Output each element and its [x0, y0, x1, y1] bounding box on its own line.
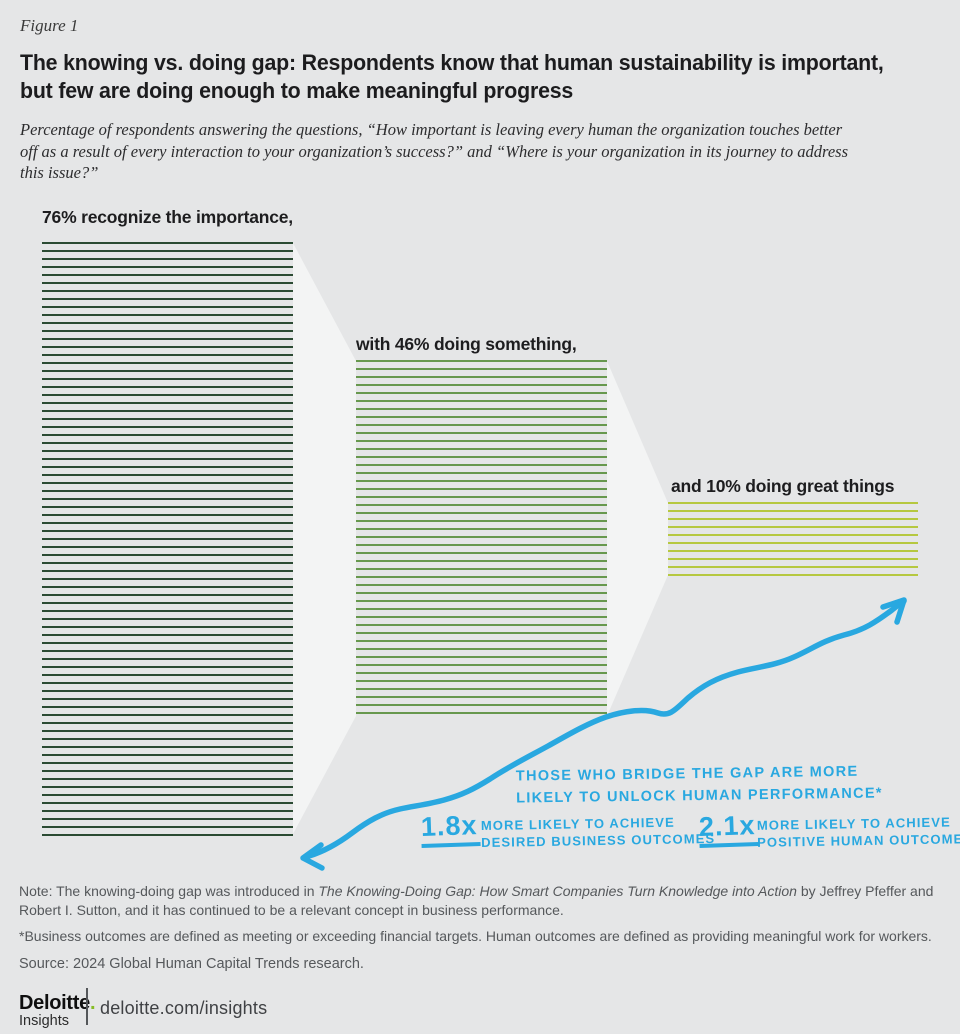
chart-subtitle-line-1: Percentage of respondents answering the … [20, 120, 843, 139]
note-book-title: The Knowing-Doing Gap: How Smart Compani… [318, 883, 797, 899]
footer-url: deloitte.com/insights [100, 998, 268, 1018]
chart-title-line-1: The knowing vs. doing gap: Respondents k… [20, 50, 884, 75]
deloitte-wordmark-text: Deloitte [19, 992, 90, 1014]
deloitte-insights-logo: Deloitte. Insights [19, 992, 96, 1029]
stat-multiplier-human: 2.1x [698, 809, 759, 849]
stat-text-business-line-2: DESIRED BUSINESS OUTCOMES [481, 830, 716, 850]
chart-subtitle-line-3: this issue?” [20, 163, 99, 182]
stat-text-human-line-2: POSITIVE HUMAN OUTCOMES [757, 830, 960, 850]
chart-title-line-2: but few are doing enough to make meaning… [20, 78, 574, 103]
funnel-connector-2 [607, 361, 668, 716]
bridge-gap-annotation: THOSE WHO BRIDGE THE GAP ARE MORE LIKELY… [516, 760, 883, 809]
source-text: Source: 2024 Global Human Capital Trends… [19, 956, 364, 972]
insights-wordmark: Insights [19, 1013, 69, 1029]
stat-text-human: MORE LIKELY TO ACHIEVE POSITIVE HUMAN OU… [757, 814, 960, 851]
bar-76-percent [42, 242, 293, 836]
note-asterisk: *Business outcomes are defined as meetin… [19, 928, 932, 944]
arrowhead-right [880, 597, 907, 625]
note-text: Note: The knowing-doing gap was introduc… [19, 882, 943, 946]
arrowhead-left [300, 842, 325, 871]
note-prefix: Note: The knowing-doing gap was introduc… [19, 883, 319, 899]
note-suffix: by Jeffrey Pfeffer and Robert I. Sutton,… [19, 883, 934, 918]
bridge-gap-annotation-line-2: LIKELY TO UNLOCK HUMAN PERFORMANCE* [516, 785, 883, 807]
footer-divider [86, 988, 88, 1025]
note-paragraph: Note: The knowing-doing gap was introduc… [19, 882, 943, 919]
bar-label-10-percent: and 10% doing great things [671, 476, 895, 496]
funnel-connector-1 [293, 243, 356, 834]
bar-label-76-percent: 76% recognize the importance, [42, 207, 293, 227]
deloitte-green-dot: . [89, 992, 96, 1014]
chart-subtitle: Percentage of respondents answering the … [20, 119, 930, 184]
deloitte-wordmark: Deloitte. [19, 992, 96, 1014]
bar-46-percent [356, 360, 607, 716]
stat-text-business: MORE LIKELY TO ACHIEVE DESIRED BUSINESS … [481, 814, 716, 851]
bar-label-46-percent: with 46% doing something, [356, 334, 577, 354]
chart-subtitle-line-2: off as a result of every interaction to … [20, 141, 849, 161]
bar-10-percent [668, 502, 918, 576]
chart-title: The knowing vs. doing gap: Respondents k… [20, 49, 884, 105]
figure-label: Figure 1 [20, 16, 79, 35]
stat-multiplier-business: 1.8x [420, 809, 481, 849]
